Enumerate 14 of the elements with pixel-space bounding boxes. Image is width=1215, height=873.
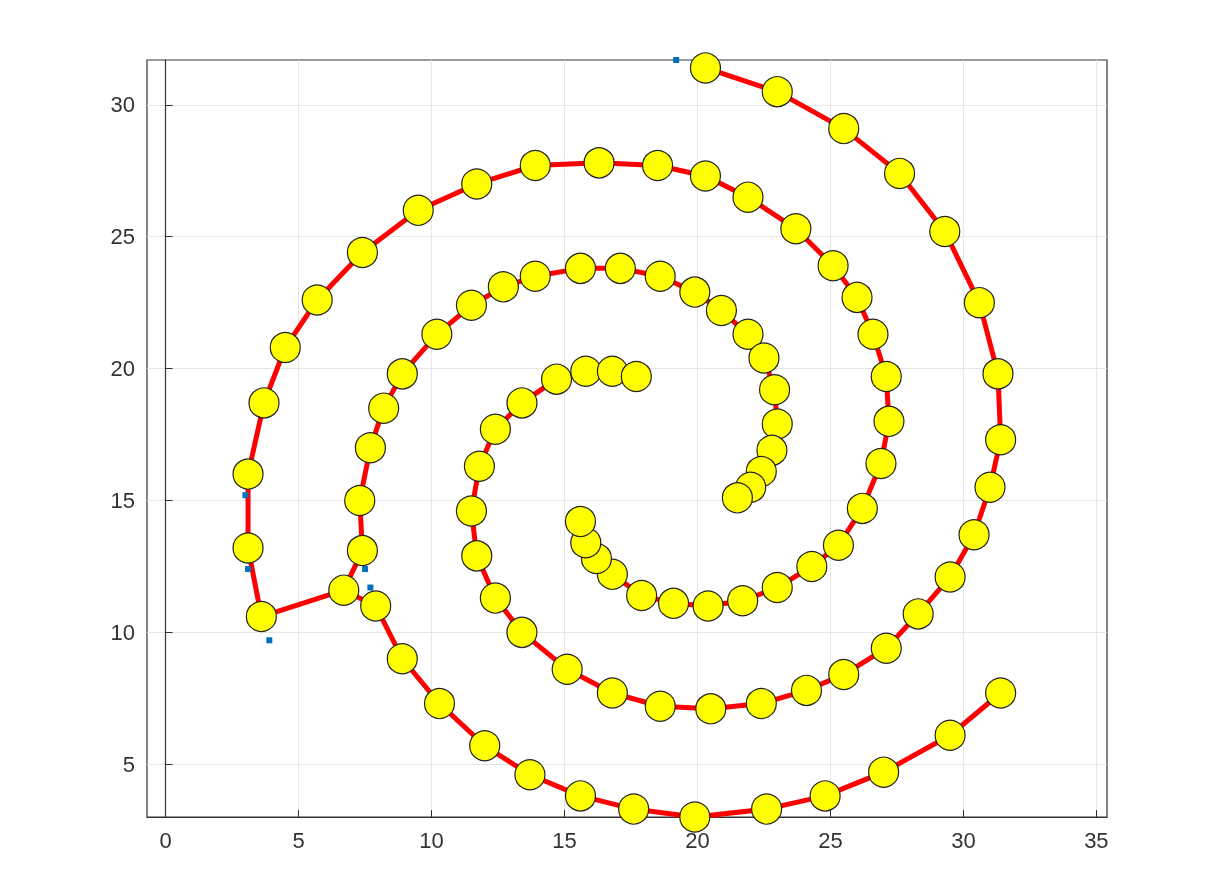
x-tick-label: 35 xyxy=(1084,827,1109,853)
x-tick-label: 5 xyxy=(292,827,305,853)
y-tick-label: 25 xyxy=(110,224,135,250)
y-tick-label: 30 xyxy=(110,92,135,118)
y-tick-label: 15 xyxy=(110,487,135,513)
x-tick-label: 0 xyxy=(159,827,172,853)
y-tick-label: 5 xyxy=(122,751,135,777)
x-tick-label: 30 xyxy=(951,827,976,853)
y-tick-label: 20 xyxy=(110,356,135,382)
x-tick-label: 15 xyxy=(552,827,577,853)
x-tick-label: 10 xyxy=(419,827,444,853)
y-tick-label: 10 xyxy=(110,619,135,645)
x-tick-label: 20 xyxy=(685,827,710,853)
x-tick-label: 25 xyxy=(818,827,843,853)
